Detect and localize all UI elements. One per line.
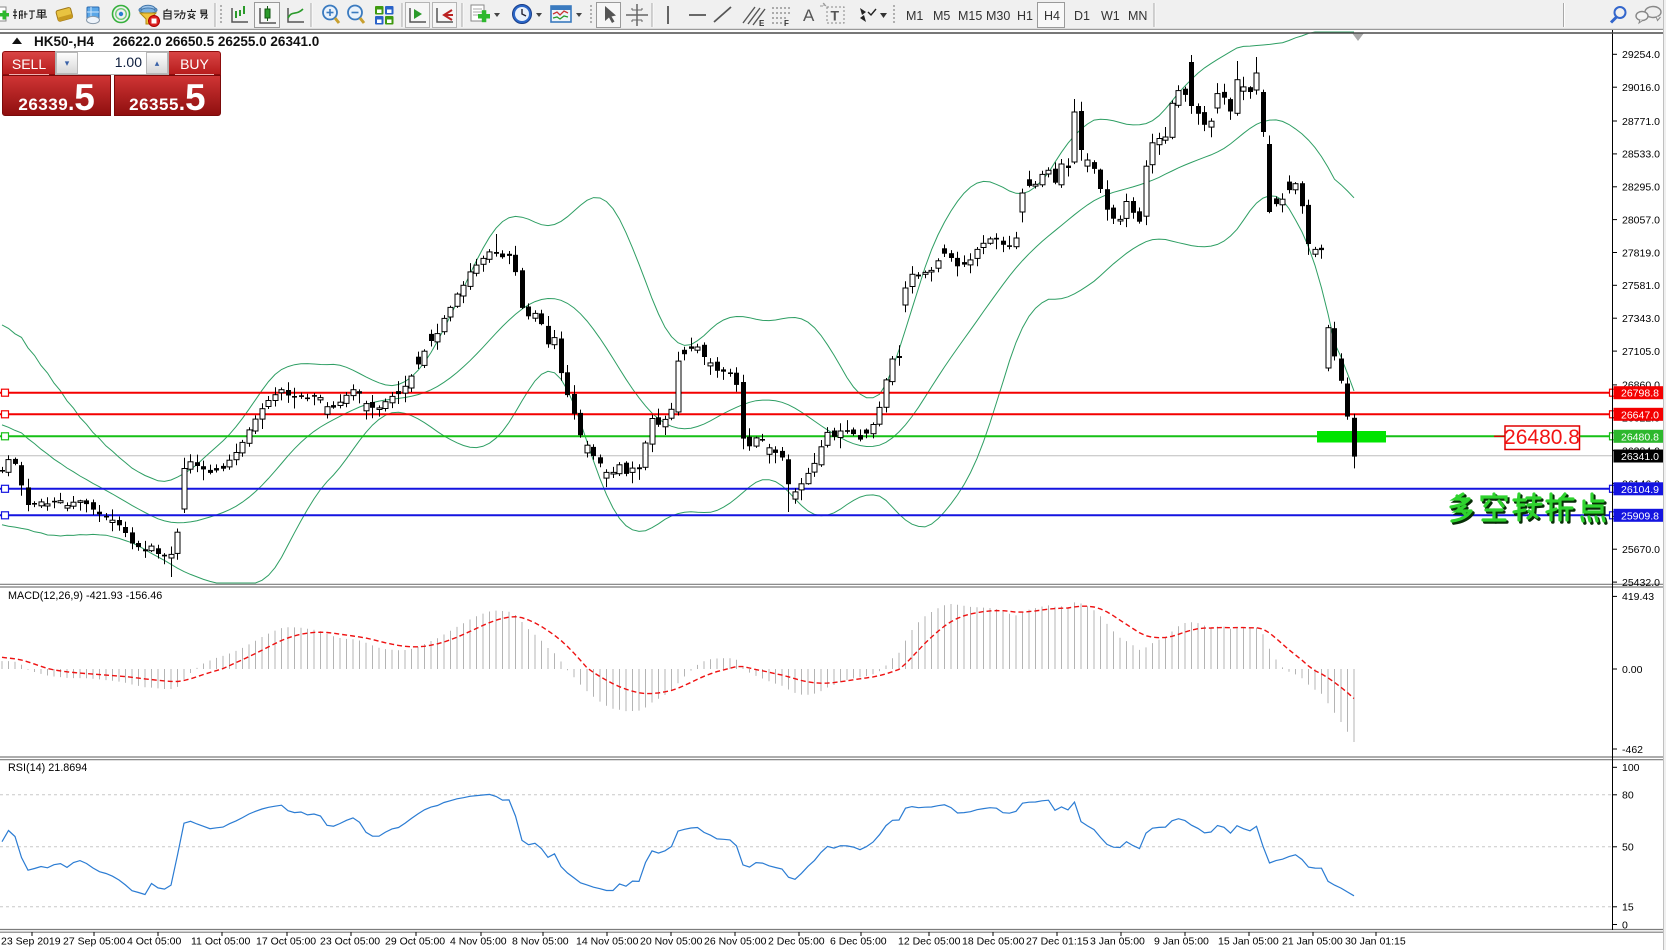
svg-text:6 Dec 05:00: 6 Dec 05:00 <box>830 936 887 948</box>
svg-text:26 Nov 05:00: 26 Nov 05:00 <box>704 936 767 948</box>
svg-text:4 Nov 05:00: 4 Nov 05:00 <box>450 936 507 948</box>
svg-text:28295.0: 28295.0 <box>1622 182 1660 194</box>
svg-text:27581.0: 27581.0 <box>1622 280 1660 292</box>
svg-text:80: 80 <box>1622 790 1634 802</box>
svg-text:M15: M15 <box>958 9 982 23</box>
svg-text:RSI(14) 21.8694: RSI(14) 21.8694 <box>8 762 87 774</box>
svg-text:-462: -462 <box>1622 744 1643 756</box>
svg-text:0.00: 0.00 <box>1622 664 1643 676</box>
svg-text:MN: MN <box>1128 9 1147 23</box>
svg-text:E: E <box>759 19 765 28</box>
svg-text:28057.0: 28057.0 <box>1622 214 1660 226</box>
svg-text:18 Dec 05:00: 18 Dec 05:00 <box>962 936 1025 948</box>
svg-text:D1: D1 <box>1074 9 1090 23</box>
svg-text:HK50-,H4 26622.0 26650.5 2: HK50-,H4 26622.0 26650.5 26255.0 26341.0 <box>34 34 319 49</box>
svg-text:20 Nov 05:00: 20 Nov 05:00 <box>640 936 703 948</box>
svg-text:15: 15 <box>1622 902 1634 914</box>
svg-text:0: 0 <box>1622 919 1628 931</box>
svg-text:M1: M1 <box>906 9 923 23</box>
svg-text:29 Oct 05:00: 29 Oct 05:00 <box>385 936 445 948</box>
svg-text:27 Sep 05:00: 27 Sep 05:00 <box>63 936 126 948</box>
svg-text:3 Jan 05:00: 3 Jan 05:00 <box>1090 936 1145 948</box>
svg-text:25432.0: 25432.0 <box>1622 577 1660 589</box>
svg-text:A: A <box>803 6 815 25</box>
svg-text:2 Dec 05:00: 2 Dec 05:00 <box>768 936 825 948</box>
svg-text:F: F <box>784 19 789 28</box>
svg-text:25909.8: 25909.8 <box>1621 510 1659 522</box>
svg-text:23 Oct 05:00: 23 Oct 05:00 <box>320 936 380 948</box>
svg-text:15 Jan 05:00: 15 Jan 05:00 <box>1218 936 1279 948</box>
svg-text:25670.0: 25670.0 <box>1622 544 1660 556</box>
svg-text:H4: H4 <box>1044 9 1060 23</box>
svg-text:9 Jan 05:00: 9 Jan 05:00 <box>1154 936 1209 948</box>
svg-text:26647.0: 26647.0 <box>1621 409 1659 421</box>
svg-text:MACD(12,26,9) -421.93 -156.46: MACD(12,26,9) -421.93 -156.46 <box>8 590 162 602</box>
svg-text:4 Oct 05:00: 4 Oct 05:00 <box>127 936 181 948</box>
svg-text:12 Dec 05:00: 12 Dec 05:00 <box>898 936 961 948</box>
svg-text:28771.0: 28771.0 <box>1622 116 1660 128</box>
svg-text:H1: H1 <box>1017 9 1033 23</box>
svg-text:27819.0: 27819.0 <box>1622 247 1660 259</box>
svg-text:26104.9: 26104.9 <box>1621 484 1659 496</box>
svg-text:26341.0: 26341.0 <box>1621 451 1659 463</box>
svg-text:29016.0: 29016.0 <box>1622 82 1660 94</box>
svg-text:50: 50 <box>1622 842 1634 854</box>
svg-text:30 Jan 01:15: 30 Jan 01:15 <box>1345 936 1406 948</box>
svg-text:29254.0: 29254.0 <box>1622 49 1660 61</box>
svg-text:27105.0: 27105.0 <box>1622 346 1660 358</box>
svg-text:100: 100 <box>1622 762 1640 774</box>
svg-text:21 Jan 05:00: 21 Jan 05:00 <box>1282 936 1343 948</box>
svg-text:11 Oct 05:00: 11 Oct 05:00 <box>191 936 251 948</box>
svg-text:26798.8: 26798.8 <box>1621 388 1659 400</box>
svg-text:419.43: 419.43 <box>1622 591 1654 603</box>
svg-text:14 Nov 05:00: 14 Nov 05:00 <box>576 936 639 948</box>
svg-text:M30: M30 <box>986 9 1010 23</box>
svg-text:23 Sep 2019: 23 Sep 2019 <box>1 936 61 948</box>
svg-text:28533.0: 28533.0 <box>1622 149 1660 161</box>
svg-text:8 Nov 05:00: 8 Nov 05:00 <box>512 936 569 948</box>
svg-text:17 Oct 05:00: 17 Oct 05:00 <box>256 936 316 948</box>
svg-text:M5: M5 <box>933 9 950 23</box>
svg-text:W1: W1 <box>1101 9 1120 23</box>
svg-text:27 Dec 01:15: 27 Dec 01:15 <box>1026 936 1089 948</box>
svg-text:26480.8: 26480.8 <box>1621 431 1659 443</box>
svg-text:T: T <box>831 8 840 24</box>
svg-text:26480.8: 26480.8 <box>1504 426 1580 449</box>
svg-text:27343.0: 27343.0 <box>1622 313 1660 325</box>
